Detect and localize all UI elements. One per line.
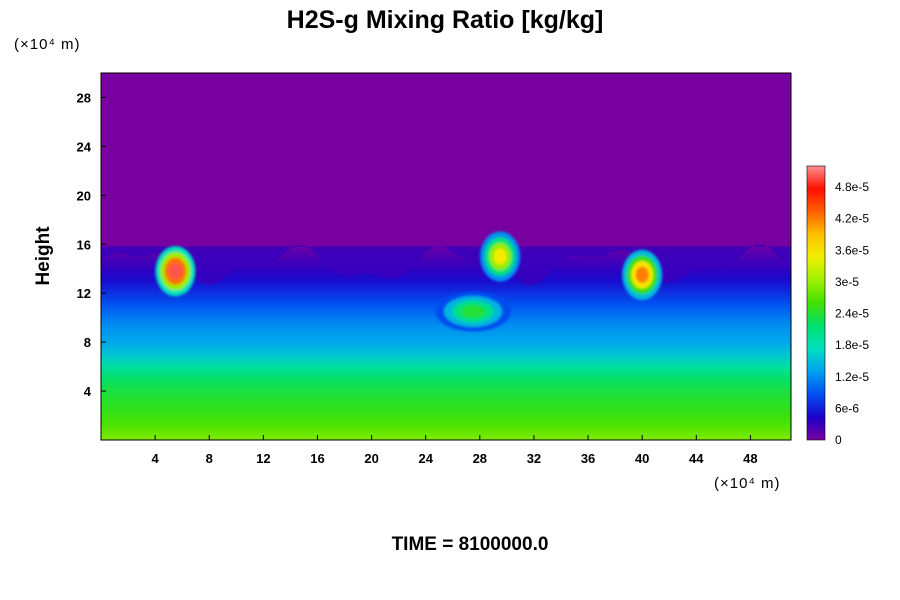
plume-feature <box>435 291 511 332</box>
x-axis-unit: (×10⁴ m) <box>714 475 781 492</box>
colorbar-tick-label: 1.2e-5 <box>835 370 869 384</box>
x-tick-label: 44 <box>689 451 704 466</box>
colorbar-tick-label: 4.2e-5 <box>835 212 869 226</box>
colorbar-tick-label: 3e-5 <box>835 275 859 289</box>
y-axis-label: Height <box>33 226 54 286</box>
plume-features <box>155 231 663 332</box>
y-axis-unit: (×10⁴ m) <box>14 36 81 53</box>
x-tick-label: 20 <box>364 451 378 466</box>
y-tick-label: 12 <box>77 286 91 301</box>
colorbar-tick-label: 0 <box>835 433 842 447</box>
plume-feature <box>480 231 521 282</box>
y-tick-label: 24 <box>77 139 92 154</box>
plume-feature <box>622 249 663 300</box>
y-tick-label: 4 <box>84 384 92 399</box>
x-tick-label: 16 <box>310 451 324 466</box>
plot-area <box>100 72 792 441</box>
plume-contour <box>493 248 507 265</box>
colorbar-scale <box>806 165 826 441</box>
y-tick-label: 16 <box>77 237 91 252</box>
x-tick-label: 4 <box>152 451 160 466</box>
y-tick-label: 8 <box>84 335 91 350</box>
colorbar-tick-label: 2.4e-5 <box>835 307 869 321</box>
x-tick-label: 28 <box>473 451 487 466</box>
plot-border <box>100 72 792 441</box>
colorbar-tick-label: 3.6e-5 <box>835 243 869 257</box>
x-tick-label: 40 <box>635 451 649 466</box>
x-tick-label: 36 <box>581 451 595 466</box>
plume-contour <box>168 262 183 280</box>
interface-band <box>101 244 791 286</box>
y-tick-label: 28 <box>77 90 91 105</box>
x-tick-label: 8 <box>206 451 213 466</box>
colorbar-tick-label: 6e-6 <box>835 401 859 415</box>
colorbar-tick-label: 1.8e-5 <box>835 338 869 352</box>
colorbar-tick-label: 4.8e-5 <box>835 180 869 194</box>
y-tick-label: 20 <box>77 188 91 203</box>
plume-feature <box>155 246 196 297</box>
x-tick-label: 24 <box>418 451 433 466</box>
time-label: TIME = 8100000.0 <box>392 534 549 555</box>
plume-contour <box>635 266 649 284</box>
colorbar-ticks: 0 6e-6 1.2e-5 1.8e-5 2.4e-5 3e-5 3.6e-5 4.2e-5 4… <box>835 180 869 447</box>
plume-contour <box>460 304 486 319</box>
colorbar: 0 6e-6 1.2e-5 1.8e-5 2.4e-5 3e-5 3.6e-5 4.2e-5 4… <box>806 165 869 447</box>
chart-title: H2S-g Mixing Ratio [kg/kg] <box>287 6 604 34</box>
x-axis: 4 8 12 16 20 24 28 32 36 40 44 48 <box>152 435 758 466</box>
x-tick-label: 48 <box>743 451 757 466</box>
x-tick-label: 12 <box>256 451 270 466</box>
y-axis: 4 8 12 16 20 24 28 <box>77 90 106 399</box>
x-tick-label: 32 <box>527 451 541 466</box>
